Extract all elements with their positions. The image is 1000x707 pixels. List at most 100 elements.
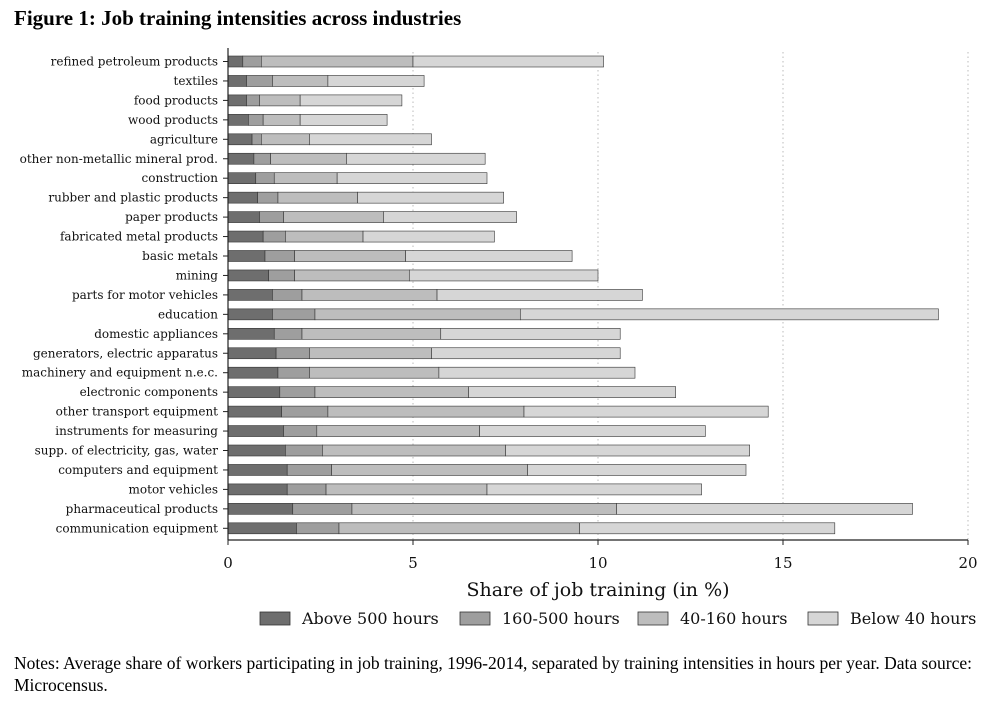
bar-segment-160-500-hours	[246, 94, 260, 107]
category-label: construction	[142, 171, 219, 185]
x-tick-label-5: 5	[408, 554, 418, 572]
bar-segment-above-500-hours	[227, 55, 244, 68]
bar-segment-160-500-hours	[248, 114, 264, 126]
bar-segment-above-500-hours	[227, 269, 270, 282]
bar-segment-40-160-hours	[309, 347, 432, 360]
bar-segment-above-500-hours	[227, 230, 264, 243]
figure-title: Figure 1: Job training intensities acros…	[14, 6, 462, 30]
bar-segment-40-160-hours	[314, 386, 469, 398]
bar-segment-below-40-hours	[383, 211, 517, 223]
bar-segment-above-500-hours	[227, 152, 255, 165]
legend-swatch	[259, 611, 291, 626]
bar-segment-160-500-hours	[259, 211, 284, 223]
category-label: motor vehicles	[129, 482, 218, 496]
bar-segment-below-40-hours	[431, 347, 621, 360]
bar-segment-below-40-hours	[408, 269, 599, 282]
bar-segment-above-500-hours	[227, 386, 281, 398]
bar-segment-above-500-hours	[227, 114, 249, 126]
bar-segment-160-500-hours	[285, 444, 323, 457]
x-axis-title: Share of job training (in %)	[466, 579, 729, 601]
bar-segment-above-500-hours	[227, 191, 258, 204]
bar-segment-160-500-hours	[272, 308, 316, 321]
bar-segment-160-500-hours	[255, 172, 275, 184]
figure-notes: Notes: Average share of workers particip…	[14, 653, 973, 695]
bar-segment-40-160-hours	[272, 75, 329, 87]
bar-segment-160-500-hours	[281, 405, 329, 418]
bar-segment-40-160-hours	[262, 114, 301, 126]
bar-segment-above-500-hours	[227, 425, 284, 437]
bar-segment-40-160-hours	[322, 444, 506, 457]
bar-segment-below-40-hours	[436, 289, 643, 301]
bar-segment-160-500-hours	[286, 483, 327, 496]
category-label: pharmaceutical products	[66, 502, 218, 516]
category-label: fabricated metal products	[60, 230, 218, 244]
bar-segment-below-40-hours	[523, 405, 769, 418]
bar-segment-above-500-hours	[227, 75, 247, 87]
bar-segment-above-500-hours	[227, 94, 247, 107]
x-tick-label-10: 10	[588, 554, 607, 572]
bar-segment-above-500-hours	[227, 327, 275, 340]
category-label: domestic appliances	[94, 327, 218, 341]
legend-swatch	[807, 611, 839, 626]
bar-segment-40-160-hours	[277, 191, 358, 204]
bar-segment-below-40-hours	[299, 94, 403, 107]
bar-segment-below-40-hours	[479, 425, 706, 437]
category-label: parts for motor vehicles	[72, 288, 218, 302]
category-label: other transport equipment	[56, 405, 219, 419]
bar-segment-40-160-hours	[285, 230, 364, 243]
bar-segment-40-160-hours	[338, 522, 580, 535]
bar-segment-40-160-hours	[331, 464, 529, 476]
bar-segment-above-500-hours	[227, 211, 260, 223]
category-label: instruments for measuring	[55, 424, 218, 438]
bar-segment-below-40-hours	[579, 522, 836, 535]
bar-segment-above-500-hours	[227, 289, 273, 301]
category-label: communication equipment	[56, 521, 219, 535]
bar-segment-above-500-hours	[227, 308, 273, 321]
bar-segment-160-500-hours	[292, 503, 353, 515]
bar-segment-40-160-hours	[294, 250, 406, 262]
bar-segment-40-160-hours	[301, 289, 438, 301]
category-label: basic metals	[142, 249, 218, 263]
bar-segment-above-500-hours	[227, 366, 279, 379]
category-label: refined petroleum products	[51, 55, 218, 69]
bar-segment-40-160-hours	[314, 308, 521, 321]
axes: 0 5 10 15 20	[223, 48, 978, 572]
bar-segment-160-500-hours	[262, 230, 286, 243]
bar-segment-below-40-hours	[357, 191, 504, 204]
category-label: machinery and equipment n.e.c.	[22, 366, 218, 380]
bar-segment-below-40-hours	[486, 483, 702, 496]
bar-segment-above-500-hours	[227, 444, 286, 457]
legend-swatch	[637, 611, 669, 626]
bar-segment-160-500-hours	[279, 386, 316, 398]
category-label: computers and equipment	[58, 463, 218, 477]
bar-segment-above-500-hours	[227, 172, 257, 184]
legend-label: Above 500 hours	[301, 609, 439, 628]
category-label: food products	[134, 93, 218, 107]
bar-segment-160-500-hours	[264, 250, 295, 262]
bar-segment-above-500-hours	[227, 464, 288, 476]
category-labels: refined petroleum products textiles food p…	[20, 55, 219, 536]
bar-segment-40-160-hours	[309, 366, 440, 379]
category-label: electronic components	[80, 385, 218, 399]
bar-segment-40-160-hours	[301, 327, 442, 340]
bar-segment-above-500-hours	[227, 522, 297, 535]
bar-segment-40-160-hours	[270, 152, 347, 165]
category-label: other non-metallic mineral prod.	[20, 152, 218, 166]
bar-segment-below-40-hours	[362, 230, 495, 243]
bar-segment-40-160-hours	[351, 503, 617, 515]
bar-segment-160-500-hours	[268, 269, 295, 282]
bar-segment-below-40-hours	[299, 114, 388, 126]
x-tick-label-20: 20	[958, 554, 977, 572]
bar-segment-below-40-hours	[438, 366, 636, 379]
bar-segment-40-160-hours	[259, 94, 301, 107]
category-label: wood products	[128, 113, 218, 127]
bar-segment-below-40-hours	[527, 464, 747, 476]
bar-segment-160-500-hours	[242, 55, 262, 68]
bar-segment-40-160-hours	[325, 483, 488, 496]
bar-segment-below-40-hours	[616, 503, 913, 515]
bar-segment-below-40-hours	[346, 152, 486, 165]
category-label: rubber and plastic products	[48, 191, 218, 205]
category-label: paper products	[125, 210, 218, 224]
bar-segment-40-160-hours	[260, 55, 414, 68]
